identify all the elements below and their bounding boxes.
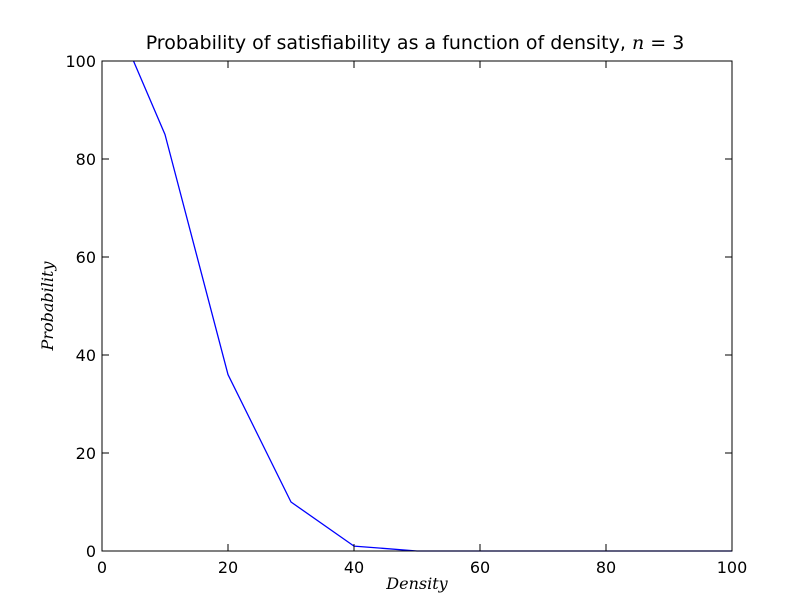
chart-title-prefix: Probability of satisfiability as a funct… <box>146 32 632 54</box>
x-tick-label: 100 <box>717 558 748 577</box>
chart-title-suffix: = 3 <box>644 32 684 54</box>
chart-title-variable: n <box>632 32 644 54</box>
y-tick-label: 0 <box>86 542 96 561</box>
y-tick-label: 100 <box>65 52 96 71</box>
y-tick-label: 20 <box>76 444 96 463</box>
y-tick-label: 60 <box>76 248 96 267</box>
x-tick-label: 0 <box>97 558 107 577</box>
x-tick-label: 80 <box>596 558 616 577</box>
y-tick-label: 80 <box>76 150 96 169</box>
chart-title: Probability of satisfiability as a funct… <box>146 32 685 54</box>
plot-frame <box>101 60 733 552</box>
y-tick-label: 40 <box>76 346 96 365</box>
series-layer <box>132 60 732 552</box>
x-axis-label: Density <box>385 574 448 593</box>
series-line-0 <box>132 60 732 552</box>
y-axis-label: Probability <box>38 261 57 352</box>
x-tick-label: 40 <box>344 558 364 577</box>
ticks-layer: 0 20 40 60 80 100 0 20 40 60 80 100 <box>65 52 747 577</box>
x-tick-label: 20 <box>218 558 238 577</box>
x-tick-label: 60 <box>470 558 490 577</box>
